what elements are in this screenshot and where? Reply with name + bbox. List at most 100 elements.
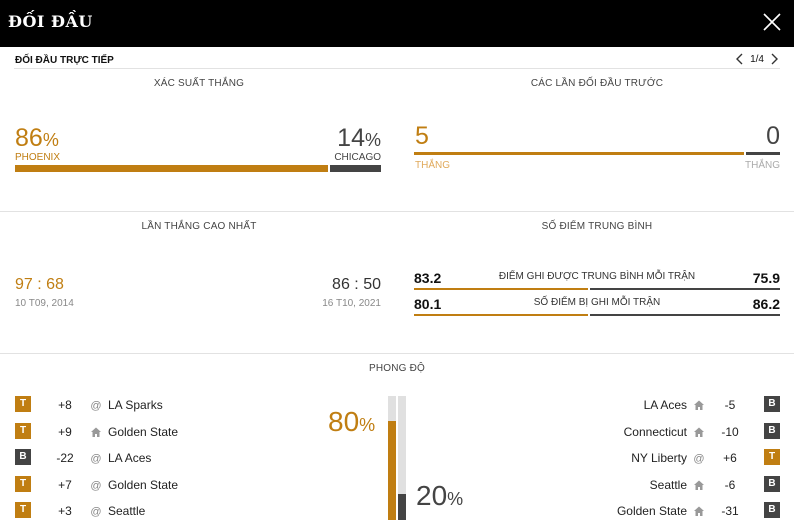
form-row: T +8 @ LA Sparks: [15, 396, 315, 416]
result-badge: T: [764, 449, 780, 465]
header-title: ĐỐI ĐẦU: [8, 12, 93, 31]
form-score: +3: [58, 504, 72, 518]
avg-scored-label: ĐIỂM GHI ĐƯỢC TRUNG BÌNH MỖI TRẬN: [498, 271, 696, 282]
prev-right-value: 0: [766, 122, 780, 150]
avg-conceded-left: 80.1: [414, 296, 442, 312]
form-score: +8: [58, 398, 72, 412]
win-prob-right-bar: [330, 165, 381, 172]
biggest-win-title: LẦN THẮNG CAO NHẤT: [141, 221, 257, 232]
result-badge: B: [764, 475, 780, 492]
prev-right-bar: [746, 152, 780, 155]
form-right-vbar-fill: [398, 494, 406, 520]
form-team: LA Aces: [108, 451, 152, 465]
home-icon: [694, 480, 704, 490]
avg-row-scored: 83.2 ĐIỂM GHI ĐƯỢC TRUNG BÌNH MỖI TRẬN 7…: [414, 270, 780, 290]
biggest-win-left-score: 97 : 68: [15, 276, 64, 293]
avg-scored-left-line: [414, 288, 588, 290]
svg-text:@: @: [90, 506, 101, 517]
avg-conceded-left-line: [414, 314, 588, 316]
form-title: PHONG ĐỘ: [368, 363, 426, 374]
form-score: +9: [58, 424, 72, 439]
form-score: -10: [721, 424, 739, 439]
form-left-vbar: [388, 396, 396, 520]
chevron-right-icon[interactable]: [768, 52, 780, 66]
result-badge: T: [15, 422, 31, 439]
avg-conceded-right-line: [590, 314, 780, 316]
pager-count: 1/4: [750, 53, 764, 65]
avg-scored-left: 83.2: [414, 270, 442, 286]
svg-text:@: @: [90, 480, 101, 491]
form-team: NY Liberty: [631, 451, 687, 465]
form-team: Golden State: [616, 504, 687, 518]
home-icon: [694, 400, 704, 410]
result-badge: B: [15, 449, 31, 465]
form-score: +6: [723, 451, 737, 465]
win-prob-left-value: 86%: [15, 124, 59, 152]
result-badge: T: [15, 396, 31, 412]
form-team: LA Aces: [643, 398, 687, 412]
prev-left-value: 5: [415, 122, 429, 150]
chevron-left-icon[interactable]: [734, 52, 746, 66]
form-score: -5: [724, 398, 736, 412]
form-left-pct: 80%: [328, 406, 376, 437]
avg-scored-right: 75.9: [752, 270, 780, 286]
away-at-icon: @: [90, 506, 101, 517]
form-team: Seattle: [649, 477, 687, 492]
form-team: Seattle: [108, 504, 146, 518]
win-prob-right-team: CHICAGO: [334, 152, 381, 163]
form-row: T +6 @ NY Liberty: [480, 449, 780, 469]
prev-left-bar: [414, 152, 744, 155]
divider: [0, 353, 794, 354]
away-at-icon: @: [90, 400, 101, 411]
away-at-icon: @: [90, 453, 101, 464]
form-right-pct: 20%: [416, 480, 464, 511]
away-at-icon: @: [90, 480, 101, 491]
form-score: -6: [724, 477, 736, 492]
form-team: Golden State: [108, 477, 179, 492]
form-team: Golden State: [108, 424, 179, 439]
form-row: B -22 @ LA Aces: [15, 449, 315, 469]
biggest-win-right-score: 86 : 50: [332, 276, 381, 293]
form-right-vbar: [398, 396, 406, 520]
win-probability-title: XÁC SUẤT THẮNG: [153, 78, 245, 89]
win-prob-left-bar: [15, 165, 328, 172]
prev-left-label: THẮNG: [415, 160, 450, 171]
form-score: -31: [721, 504, 739, 518]
avg-scored-right-line: [590, 288, 780, 290]
result-badge: B: [764, 422, 780, 439]
form-row: T +7 @ Golden State: [15, 475, 315, 496]
result-badge: T: [15, 475, 31, 492]
avg-conceded-right: 86.2: [752, 296, 780, 312]
home-icon: [694, 506, 704, 516]
subheader: ĐỐI ĐẦU TRỰC TIẾP 1/4: [14, 53, 780, 69]
divider: [0, 211, 794, 212]
biggest-win-right-date: 16 T10, 2021: [322, 298, 381, 309]
avg-row-conceded: 80.1 SỐ ĐIỂM BỊ GHI MỖI TRẬN 86.2: [414, 296, 780, 316]
win-prob-right-value: 14%: [337, 124, 381, 152]
form-row: B -5 LA Aces: [480, 396, 780, 416]
svg-text:@: @: [90, 453, 101, 464]
header-bar: ĐỐI ĐẦU: [0, 0, 794, 47]
biggest-win-left-date: 10 T09, 2014: [15, 298, 74, 309]
svg-text:@: @: [693, 453, 704, 464]
form-team: LA Sparks: [108, 398, 163, 412]
close-icon[interactable]: [762, 12, 782, 32]
previous-meetings-title: CÁC LẦN ĐỐI ĐẦU TRƯỚC: [530, 78, 664, 89]
average-points-title: SỐ ĐIỂM TRUNG BÌNH: [541, 221, 653, 232]
form-score: -22: [56, 451, 74, 465]
form-row: B -31 Golden State: [480, 502, 780, 522]
form-row: B -10 Connecticut: [480, 422, 780, 443]
form-row: T +9 Golden State: [15, 422, 315, 443]
form-score: +7: [58, 477, 72, 492]
home-icon: [91, 427, 101, 437]
result-badge: T: [15, 502, 31, 518]
form-row: B -6 Seattle: [480, 475, 780, 496]
form-row: T +3 @ Seattle: [15, 502, 315, 522]
form-left-vbar-fill: [388, 421, 396, 520]
home-icon: [694, 427, 704, 437]
avg-conceded-label: SỐ ĐIỂM BỊ GHI MỖI TRẬN: [533, 297, 661, 308]
form-team: Connecticut: [623, 424, 687, 439]
win-prob-left-team: PHOENIX: [15, 152, 61, 163]
subheader-label: ĐỐI ĐẦU TRỰC TIẾP: [15, 55, 114, 66]
svg-text:@: @: [90, 400, 101, 411]
